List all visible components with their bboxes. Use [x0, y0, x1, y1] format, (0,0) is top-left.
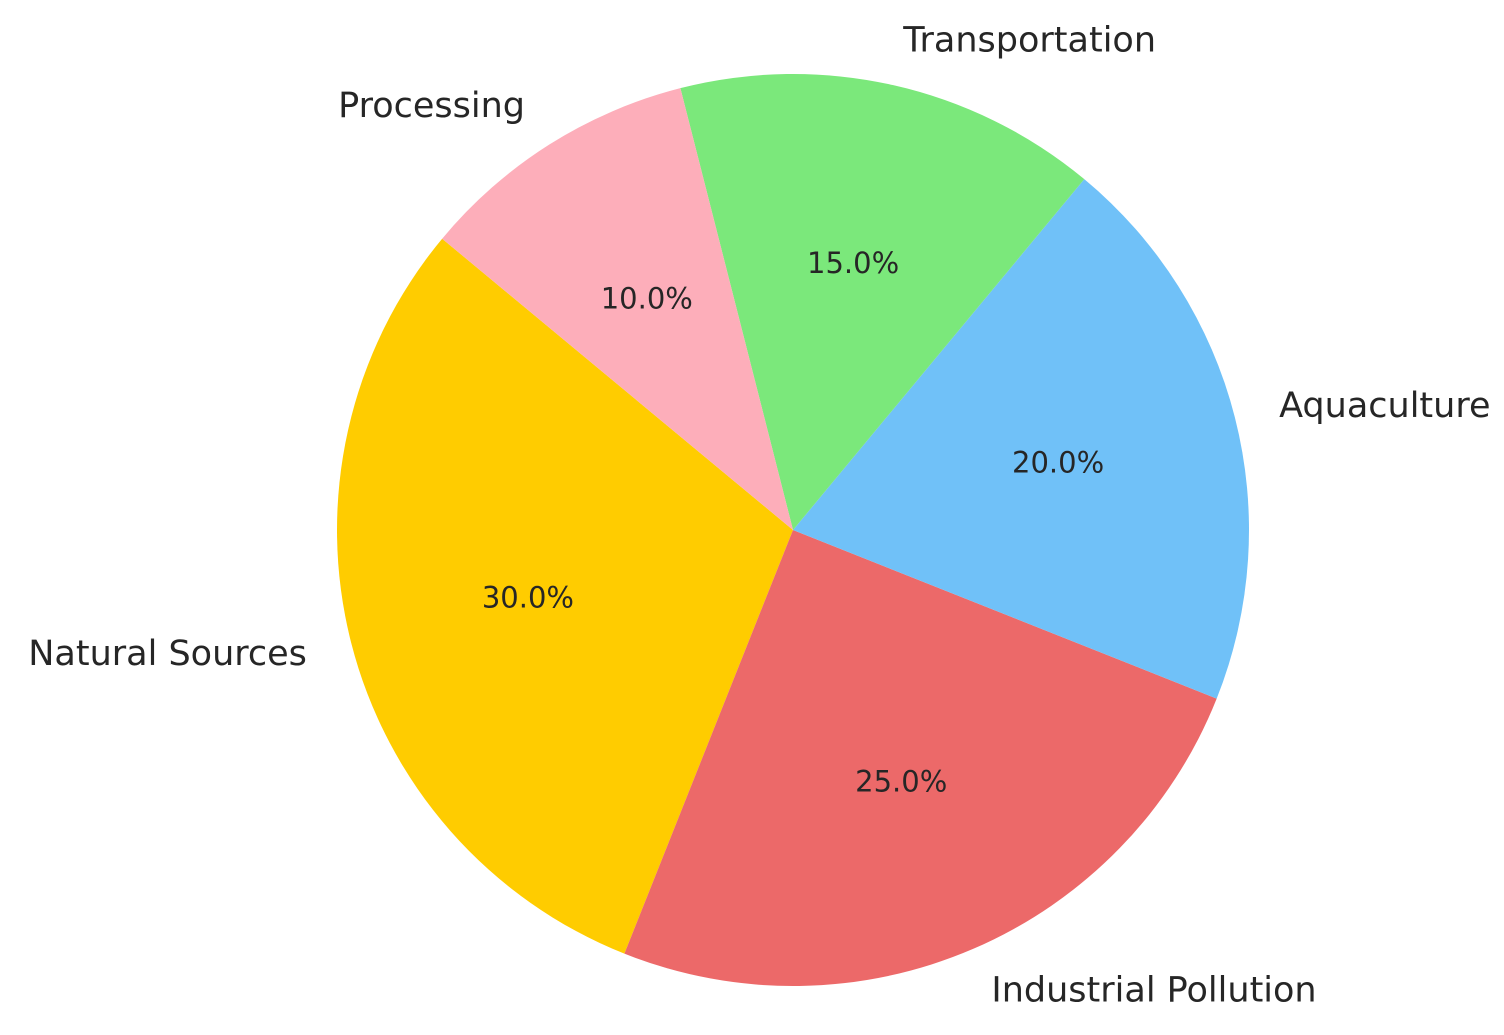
- category-label-aquaculture: Aquaculture: [1279, 386, 1490, 426]
- pie-slice-transportation: [680, 73, 1085, 530]
- category-label-processing: Processing: [338, 86, 525, 126]
- pct-label-processing: 10.0%: [601, 282, 693, 316]
- pct-label-industrial-pollution: 25.0%: [855, 764, 947, 798]
- pie-slice-natural-sources: [336, 238, 793, 954]
- pie-slice-industrial-pollution: [624, 530, 1217, 986]
- slices-layer: [336, 73, 1249, 986]
- category-label-transportation: Transportation: [902, 21, 1156, 61]
- pct-label-transportation: 15.0%: [807, 246, 899, 280]
- category-label-natural-sources: Natural Sources: [28, 634, 307, 674]
- pct-label-natural-sources: 30.0%: [482, 581, 574, 615]
- pie-slice-processing: [442, 88, 793, 530]
- category-label-industrial-pollution: Industrial Pollution: [991, 971, 1316, 1011]
- pct-label-aquaculture: 20.0%: [1012, 445, 1104, 479]
- labels-layer: 30.0% Natural Sources 25.0% Industrial Poll…: [28, 21, 1490, 1011]
- pie-slice-aquaculture: [793, 179, 1249, 699]
